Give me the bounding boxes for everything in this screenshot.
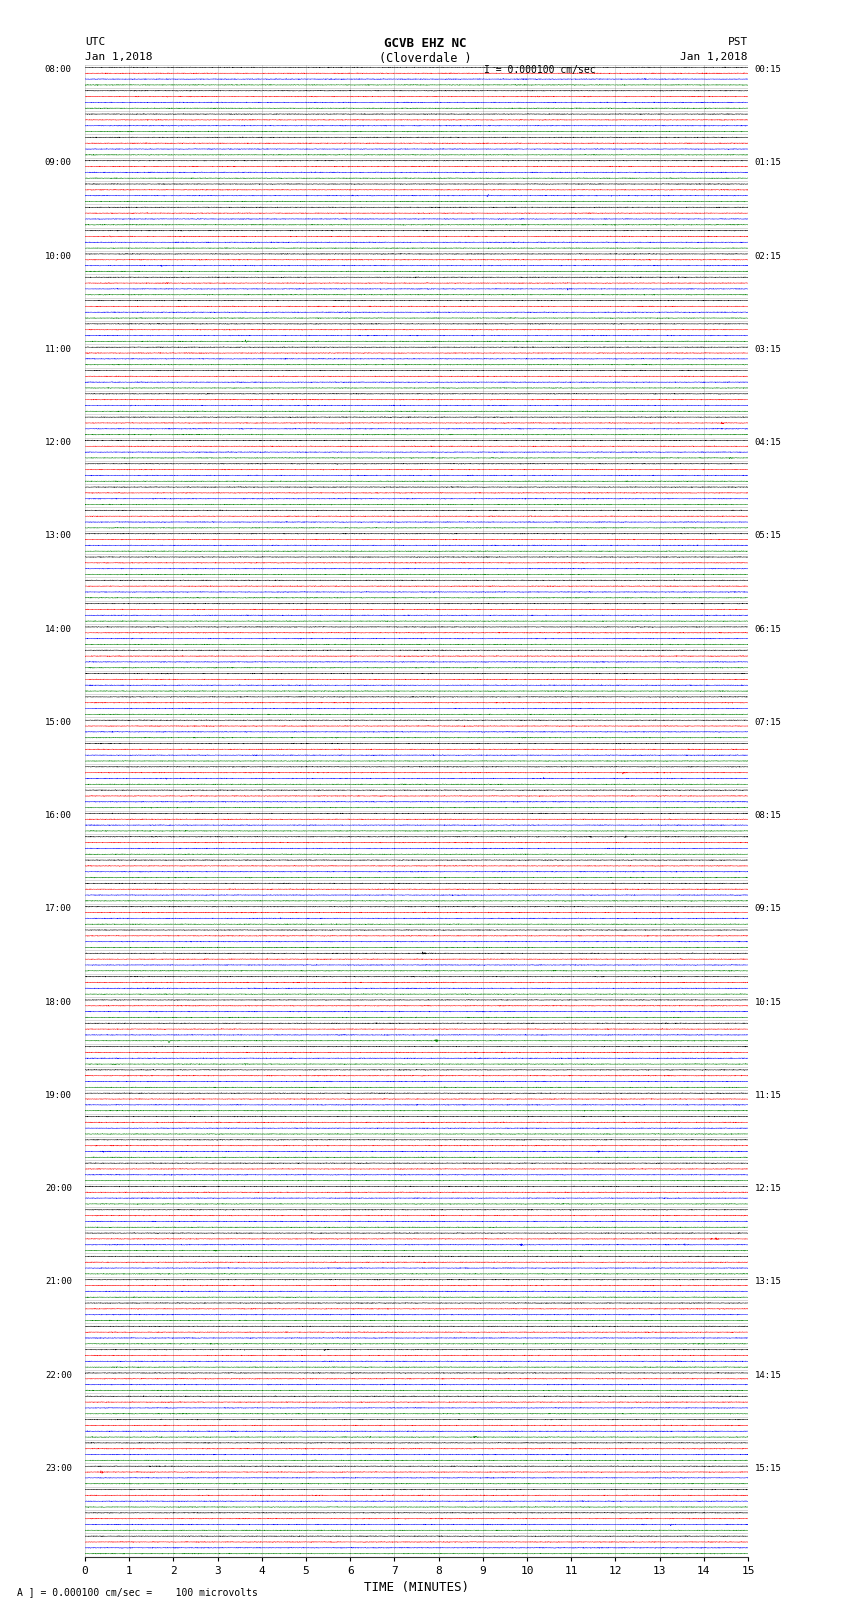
Text: PST: PST: [728, 37, 748, 47]
Text: 20:00: 20:00: [45, 1184, 71, 1194]
Text: UTC: UTC: [85, 37, 105, 47]
Text: 04:15: 04:15: [755, 439, 781, 447]
Text: I = 0.000100 cm/sec: I = 0.000100 cm/sec: [484, 65, 596, 74]
Text: 06:15: 06:15: [755, 624, 781, 634]
Text: 09:15: 09:15: [755, 905, 781, 913]
Text: Jan 1,2018: Jan 1,2018: [85, 52, 152, 61]
Text: A ] = 0.000100 cm/sec =    100 microvolts: A ] = 0.000100 cm/sec = 100 microvolts: [17, 1587, 258, 1597]
Text: 19:00: 19:00: [45, 1090, 71, 1100]
Text: 12:15: 12:15: [755, 1184, 781, 1194]
Text: 01:15: 01:15: [755, 158, 781, 168]
Text: 16:00: 16:00: [45, 811, 71, 819]
Text: 22:00: 22:00: [45, 1371, 71, 1379]
Text: 13:15: 13:15: [755, 1277, 781, 1287]
Text: (Cloverdale ): (Cloverdale ): [379, 52, 471, 65]
Text: 11:00: 11:00: [45, 345, 71, 353]
Text: 14:00: 14:00: [45, 624, 71, 634]
Text: 14:15: 14:15: [755, 1371, 781, 1379]
Text: 21:00: 21:00: [45, 1277, 71, 1287]
Text: 07:15: 07:15: [755, 718, 781, 727]
Text: 00:15: 00:15: [755, 65, 781, 74]
Text: 15:15: 15:15: [755, 1465, 781, 1473]
Text: 05:15: 05:15: [755, 531, 781, 540]
Text: 08:15: 08:15: [755, 811, 781, 819]
Text: 08:00: 08:00: [45, 65, 71, 74]
Text: 13:00: 13:00: [45, 531, 71, 540]
Text: 18:00: 18:00: [45, 997, 71, 1007]
Text: 12:00: 12:00: [45, 439, 71, 447]
Text: 11:15: 11:15: [755, 1090, 781, 1100]
Text: 03:15: 03:15: [755, 345, 781, 353]
Text: 10:00: 10:00: [45, 252, 71, 261]
Text: 09:00: 09:00: [45, 158, 71, 168]
Text: 17:00: 17:00: [45, 905, 71, 913]
Text: 02:15: 02:15: [755, 252, 781, 261]
Text: GCVB EHZ NC: GCVB EHZ NC: [383, 37, 467, 50]
Text: 15:00: 15:00: [45, 718, 71, 727]
X-axis label: TIME (MINUTES): TIME (MINUTES): [364, 1581, 469, 1594]
Text: 10:15: 10:15: [755, 997, 781, 1007]
Text: Jan 1,2018: Jan 1,2018: [681, 52, 748, 61]
Text: 23:00: 23:00: [45, 1465, 71, 1473]
